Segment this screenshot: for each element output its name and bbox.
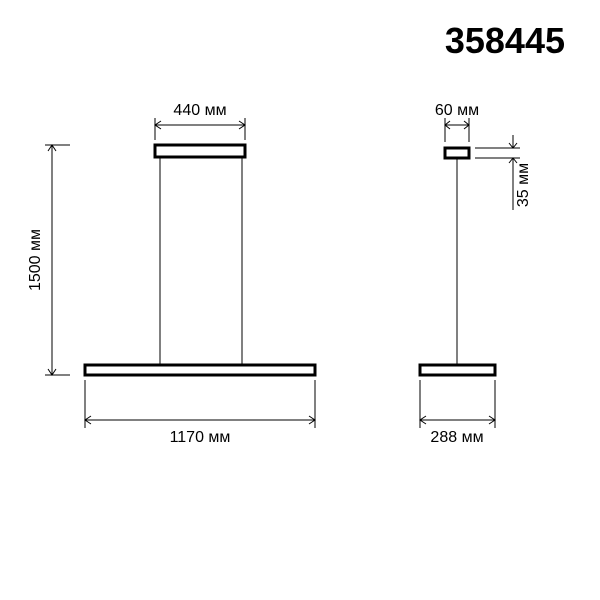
technical-drawing: 440 мм 1500 мм 1170 мм 60 мм xyxy=(0,0,600,600)
side-bottom-bar xyxy=(420,365,495,375)
dim-1500: 1500 мм xyxy=(27,145,70,375)
dim-440: 440 мм xyxy=(155,102,245,140)
dim-35-label: 35 мм xyxy=(515,163,532,207)
dim-1500-label: 1500 мм xyxy=(27,229,44,291)
dim-60-label: 60 мм xyxy=(435,102,479,119)
product-number: 358445 xyxy=(445,20,565,62)
dim-35: 35 мм xyxy=(475,135,532,210)
side-top-bar xyxy=(445,148,469,158)
dim-1170-label: 1170 мм xyxy=(170,429,231,446)
dim-288: 288 мм xyxy=(420,380,495,446)
dim-1170: 1170 мм xyxy=(85,380,315,446)
dim-440-label: 440 мм xyxy=(173,102,226,119)
dim-288-label: 288 мм xyxy=(430,429,483,446)
front-bottom-bar xyxy=(85,365,315,375)
dim-60: 60 мм xyxy=(435,102,479,142)
front-top-bar xyxy=(155,145,245,157)
